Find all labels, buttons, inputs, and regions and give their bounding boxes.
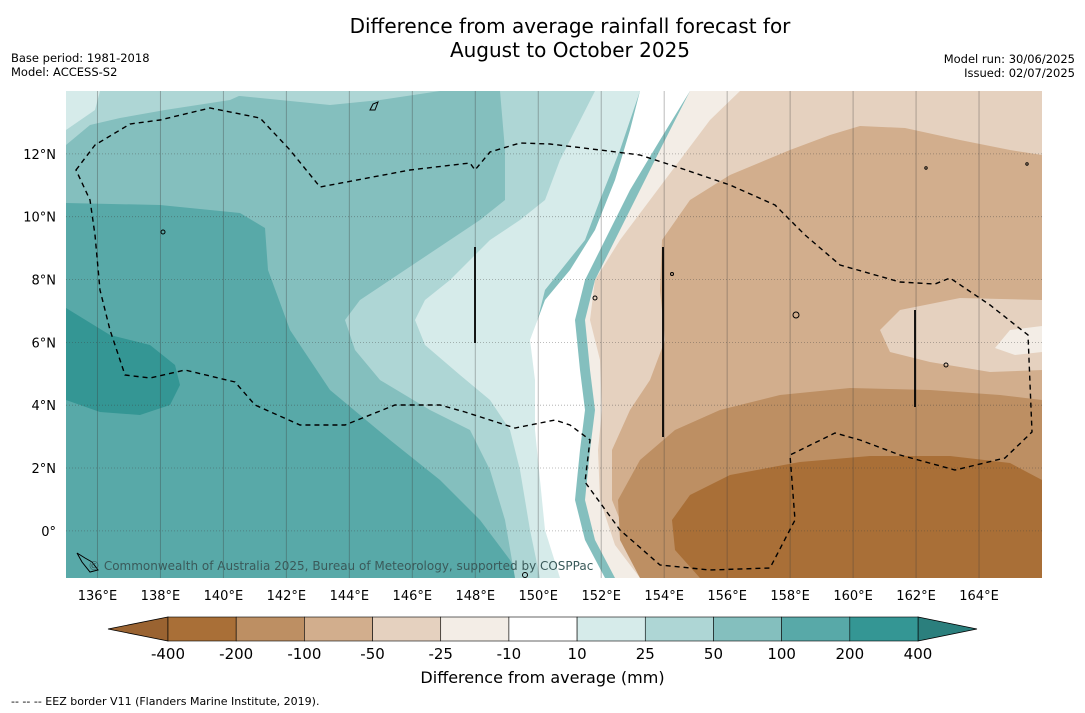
title-line-2: August to October 2025 [449, 38, 691, 62]
latitude-label: 0° [41, 525, 56, 540]
colorbar-tick-label: 25 [636, 645, 655, 663]
rainfall-contours [66, 91, 1042, 578]
latitude-label: 2°N [32, 462, 57, 477]
longitude-label: 152°E [581, 589, 621, 604]
island-small-5 [924, 166, 928, 170]
contour-band-minus200-minus400 [672, 456, 1042, 578]
eez-borders [75, 107, 1033, 571]
title-line-1: Difference from average rainfall forecas… [349, 14, 791, 38]
latitude-label: 10°N [23, 211, 56, 226]
longitude-label: 146°E [393, 589, 433, 604]
islands [76, 101, 1029, 578]
colorbar-segment [644, 616, 714, 642]
longitude-label: 150°E [518, 589, 558, 604]
longitude-label: 160°E [833, 589, 873, 604]
colorbar-tick-label: 100 [767, 645, 796, 663]
colorbar-tick-label: 400 [904, 645, 933, 663]
longitude-label: 142°E [267, 589, 307, 604]
contour-band-200-400 [66, 308, 180, 415]
longitude-label: 148°E [456, 589, 496, 604]
contour-band-10-25 [415, 91, 640, 578]
colorbar-segment [508, 616, 578, 642]
colorbar-tick-label: 200 [835, 645, 864, 663]
colorbar-segment [167, 616, 237, 642]
boundary-segments [474, 247, 916, 437]
colorbar-segment [849, 616, 919, 642]
colorbar-tick-label: 10 [568, 645, 587, 663]
contour-pocket-right-inner [995, 326, 1042, 355]
colorbar-segment [576, 616, 646, 642]
latitude-label: 8°N [32, 274, 57, 289]
colorbar-segment [781, 616, 851, 642]
longitude-labels: 136°E 138°E 140°E 142°E 144°E 146°E 148°E 150°E… [78, 589, 999, 604]
contour-band-25-50-topleft [66, 91, 440, 145]
contour-band-100-200 [66, 203, 520, 578]
colorbar-title: Difference from average (mm) [420, 668, 665, 687]
colorbar-tick-label: -400 [151, 645, 185, 663]
longitude-label: 154°E [644, 589, 684, 604]
island-yap [160, 229, 166, 235]
island-pohnpei [792, 311, 800, 319]
colorbar-segment [235, 616, 305, 642]
island-new-guinea-coast [76, 552, 99, 573]
colorbar-tick-label: 50 [704, 645, 723, 663]
longitude-label: 138°E [141, 589, 181, 604]
colorbar-tick-label: -10 [497, 645, 522, 663]
longitude-label: 158°E [770, 589, 810, 604]
latitude-labels: 12°N 10°N 8°N 6°N 4°N 2°N 0° [23, 148, 56, 540]
latitude-label: 6°N [32, 336, 57, 351]
footnote-eez: -- -- -- EEZ border V11 (Flanders Marine… [11, 695, 320, 708]
contour-band-10-25-corner [66, 91, 100, 130]
meta-right: Model run: 30/06/2025 Issued: 02/07/2025 [944, 52, 1075, 80]
contour-band-neutral [530, 91, 690, 578]
colorbar-tick-label: -200 [219, 645, 253, 663]
model-label: Model: ACCESS-S2 [11, 65, 118, 79]
contour-pocket-right [880, 298, 1042, 372]
island-small-4 [1025, 162, 1029, 166]
longitude-label: 140°E [204, 589, 244, 604]
island-guam [369, 101, 379, 111]
base-period-label: Base period: 1981-2018 [11, 51, 150, 65]
colorbar-over-arrow [917, 616, 978, 642]
copyright-text: © Commonwealth of Australia 2025, Bureau… [88, 559, 593, 573]
map-title: Difference from average rainfall forecas… [270, 14, 870, 62]
map-gridlines [66, 91, 1042, 578]
colorbar-under-arrow [107, 616, 169, 642]
longitude-label: 156°E [707, 589, 747, 604]
island-small-2 [592, 295, 598, 301]
island-small-3 [522, 572, 528, 578]
latitude-label: 12°N [23, 148, 56, 163]
colorbar-tick-label: -100 [287, 645, 321, 663]
colorbar-segment [372, 616, 442, 642]
longitude-label: 144°E [330, 589, 370, 604]
colorbar-segment [304, 616, 373, 642]
issued-label: Issued: 02/07/2025 [964, 66, 1075, 80]
model-run-label: Model run: 30/06/2025 [943, 52, 1075, 66]
colorbar-segment [713, 616, 782, 642]
meta-left: Base period: 1981-2018 Model: ACCESS-S2 [11, 51, 150, 79]
colorbar-segment [440, 616, 510, 642]
colorbar-tick-label: -25 [428, 645, 453, 663]
colorbar: -400 -200 -100 -50 -25 -10 10 25 50 100 200 400 [107, 616, 978, 663]
latitude-label: 4°N [32, 399, 57, 414]
island-small-1 [670, 272, 674, 276]
longitude-label: 162°E [896, 589, 936, 604]
longitude-label: 164°E [959, 589, 999, 604]
island-kosrae [943, 362, 949, 368]
colorbar-tick-label: -50 [360, 645, 385, 663]
longitude-label: 136°E [78, 589, 118, 604]
eez-border-line [75, 107, 1033, 571]
